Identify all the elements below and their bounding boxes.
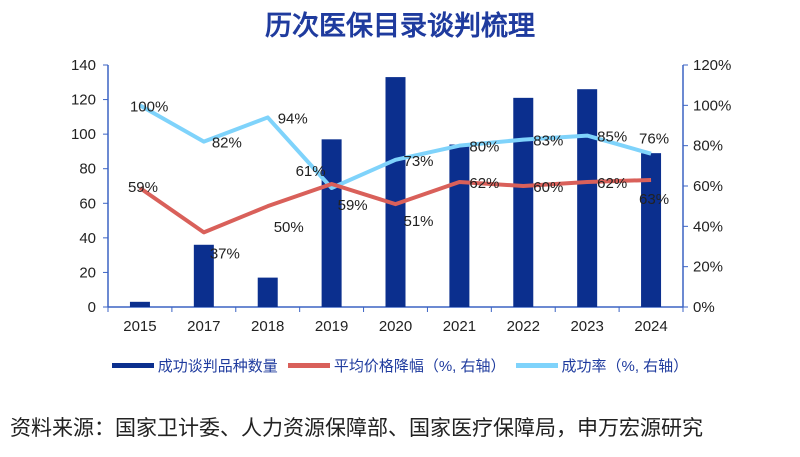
data-label: 82% (212, 135, 242, 152)
legend-label: 成功率（%, 右轴） (561, 358, 689, 375)
legend-label: 成功谈判品种数量 (157, 358, 278, 375)
x-tick-label: 2021 (443, 318, 476, 335)
right-tick-label: 100% (693, 97, 731, 114)
data-label: 63% (639, 191, 669, 208)
x-tick-label: 2020 (379, 318, 412, 335)
right-tick-label: 60% (693, 178, 723, 195)
x-tick-label: 2023 (570, 318, 603, 335)
right-tick-label: 80% (693, 138, 723, 155)
x-tick-label: 2018 (251, 318, 284, 335)
bar (641, 153, 662, 307)
legend-swatch (111, 363, 154, 368)
left-tick-label: 100 (71, 126, 96, 143)
right-tick-label: 20% (693, 259, 723, 276)
chart: 0 20 40 60 80 100 120 140 0% 20% 40% 60% 80% 100% 120%… (71, 57, 731, 335)
data-label: 94% (278, 110, 308, 127)
legend-swatch (515, 363, 558, 368)
price-cut-line (138, 177, 652, 235)
x-tick-label: 2015 (123, 318, 156, 335)
left-tick-label: 80 (79, 161, 96, 178)
legend-label: 平均价格降幅（%, 右轴） (333, 358, 506, 375)
right-tick-label: 40% (693, 218, 723, 235)
data-label: 50% (274, 219, 304, 236)
chart-title: 历次医保目录谈判梳理 (265, 11, 535, 41)
data-label: 59% (338, 197, 368, 214)
data-label: 62% (597, 175, 627, 192)
data-label: 73% (404, 153, 434, 170)
right-tick-label: 0% (693, 299, 715, 316)
data-label: 85% (597, 129, 627, 146)
success-rate-line (138, 103, 652, 191)
legend-swatch (287, 363, 330, 368)
legend: 成功谈判品种数量 平均价格降幅（%, 右轴） 成功率（%, 右轴） (0, 355, 800, 376)
x-tick-label: 2017 (187, 318, 220, 335)
bar (129, 301, 150, 307)
left-tick-label: 60 (79, 195, 96, 212)
left-tick-label: 40 (79, 230, 96, 247)
bar (193, 244, 214, 307)
right-tick-label: 120% (693, 57, 731, 74)
data-label: 51% (404, 213, 434, 230)
legend-item-success-rate: 成功率（%, 右轴） (515, 355, 689, 376)
data-label: 37% (210, 245, 240, 262)
x-tick-label: 2024 (634, 318, 667, 335)
data-label: 61% (296, 163, 326, 180)
source-note: 资料来源：国家卫计委、人力资源保障部、国家医疗保障局，申万宏源研究 (10, 417, 703, 440)
data-label: 62% (469, 175, 499, 192)
legend-item-price-cut: 平均价格降幅（%, 右轴） (287, 355, 506, 376)
left-tick-label: 120 (71, 92, 96, 109)
left-tick-label: 0 (88, 299, 96, 316)
data-label: 83% (533, 133, 563, 150)
legend-item-bar: 成功谈判品种数量 (111, 355, 278, 376)
bar (577, 89, 598, 307)
x-tick-label: 2019 (315, 318, 348, 335)
data-label: 59% (128, 179, 158, 196)
data-label: 76% (639, 131, 669, 148)
x-tick-label: 2022 (507, 318, 540, 335)
data-label: 60% (533, 179, 563, 196)
bar (513, 97, 534, 307)
data-label: 100% (130, 98, 168, 115)
data-label: 80% (469, 139, 499, 156)
left-tick-label: 20 (79, 264, 96, 281)
bar (257, 277, 278, 307)
bar (385, 77, 406, 307)
left-tick-label: 140 (71, 57, 96, 74)
bar (449, 144, 470, 307)
